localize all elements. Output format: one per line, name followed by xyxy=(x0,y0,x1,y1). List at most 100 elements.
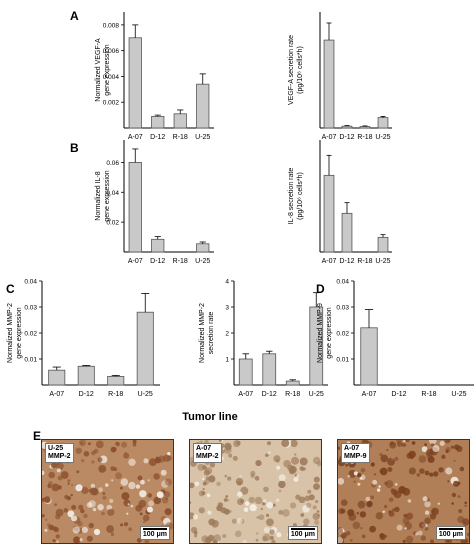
x-tick-label: D-12 xyxy=(262,391,277,398)
scale-bar: 100 μm xyxy=(287,526,318,540)
chart-panel-6: 1 2 3 4 A-07 D-12 R-18 U-25 Normalized MMP-2 secr… xyxy=(199,279,328,398)
y-axis-label: Normalized IL-8 xyxy=(95,171,102,221)
x-axis-title-tumor-line: Tumor line xyxy=(182,411,237,423)
y-axis-label: gene expression xyxy=(104,170,111,221)
bar-a-07 xyxy=(323,39,335,129)
x-tick-label: A-07 xyxy=(128,258,143,265)
y-axis-label: Normalized MMP-2 xyxy=(7,303,14,363)
x-tick-label: R-18 xyxy=(357,134,372,141)
bar-a-07 xyxy=(128,161,142,253)
y-tick-label: 0.04 xyxy=(24,279,37,286)
x-tick-label: D-12 xyxy=(339,134,354,141)
y-axis-label: (pg/10⁶ cells*h) xyxy=(297,172,304,220)
x-tick-label: R-18 xyxy=(285,391,300,398)
micrograph-texture xyxy=(338,440,469,543)
x-tick-label: D-12 xyxy=(150,258,165,265)
micrograph-u25-mmp2: U-25 MMP-2 100 μm xyxy=(41,439,174,544)
scale-bar: 100 μm xyxy=(139,526,170,540)
y-tick-label: 0.01 xyxy=(24,357,37,364)
y-axis-label: IL-8 secretion rate xyxy=(288,168,295,225)
y-axis-label: (pg/10⁶ cells*h) xyxy=(297,46,304,94)
bar-u-25 xyxy=(196,83,210,129)
y-axis-label: gene expression xyxy=(326,307,333,358)
bar-u-25 xyxy=(196,243,210,253)
x-tick-label: A-07 xyxy=(238,391,253,398)
bar-a-07 xyxy=(48,369,66,386)
micrograph-label: A-07 MMP-2 xyxy=(193,443,222,463)
panel-letter-E: E xyxy=(33,429,42,443)
bar-d-12 xyxy=(262,353,277,386)
y-axis-label: gene expression xyxy=(16,307,23,358)
bar-u-25 xyxy=(377,117,389,129)
x-tick-label: A-07 xyxy=(322,258,337,265)
x-tick-label: U-25 xyxy=(375,258,390,265)
bar-d-12 xyxy=(341,212,353,253)
y-tick-label: 0.02 xyxy=(24,331,37,338)
y-tick-label: 0.004 xyxy=(103,74,120,81)
y-tick-label: 0.04 xyxy=(336,279,349,286)
x-tick-label: D-12 xyxy=(79,391,94,398)
x-tick-label: D-12 xyxy=(391,391,406,398)
y-tick-label: 1 xyxy=(225,357,229,364)
bar-d-12 xyxy=(151,238,165,253)
panel-letter: D xyxy=(316,282,325,296)
chart-panel-2: A-07 D-12 R-18 U-25 VEGF-A secretion rate (pg… xyxy=(288,12,392,141)
bar-r-18 xyxy=(359,126,371,129)
bar-a-07 xyxy=(128,37,142,129)
y-tick-label: 0.03 xyxy=(336,305,349,312)
bar-r-18 xyxy=(107,376,125,386)
micrograph-a07-mmp9: A-07 MMP-9 100 μm xyxy=(337,439,470,544)
y-axis-label: gene expression xyxy=(104,44,111,95)
y-tick-label: 3 xyxy=(225,305,229,312)
y-tick-label: 0.01 xyxy=(336,357,349,364)
x-tick-label: U-25 xyxy=(375,134,390,141)
chart-panel-5: 0.01 0.02 0.03 0.04 A-07 D-12 R-18 U-25 Normaliz… xyxy=(6,279,160,398)
x-tick-label: U-25 xyxy=(195,134,210,141)
y-tick-label: 0.006 xyxy=(103,48,120,55)
chart-panel-3: 0.02 0.04 0.06 A-07 D-12 R-18 U-25 Normalized I… xyxy=(70,140,214,265)
x-tick-label: U-25 xyxy=(195,258,210,265)
x-tick-label: R-18 xyxy=(421,391,436,398)
x-tick-label: A-07 xyxy=(362,391,377,398)
bar-r-18 xyxy=(173,113,187,129)
y-tick-label: 0.008 xyxy=(103,22,120,29)
scale-bar: 100 μm xyxy=(435,526,466,540)
y-axis-label: Normalized MMP-2 xyxy=(199,303,206,363)
panel-letter: C xyxy=(6,282,15,296)
micrograph-label: U-25 MMP-2 xyxy=(45,443,74,463)
chart-panel-7: 0.01 0.02 0.03 0.04 A-07 D-12 R-18 U-25 Normaliz… xyxy=(316,279,474,398)
bar-u-25 xyxy=(136,311,154,386)
bar-u-25 xyxy=(377,236,389,253)
x-tick-label: D-12 xyxy=(339,258,354,265)
x-tick-label: D-12 xyxy=(150,134,165,141)
y-tick-label: 0.02 xyxy=(336,331,349,338)
y-tick-label: 0.04 xyxy=(106,190,119,197)
y-axis-label: VEGF-A secretion rate xyxy=(288,35,295,105)
bar-d-12 xyxy=(77,365,95,386)
x-tick-label: U-25 xyxy=(138,391,153,398)
chart-panel-1: 0.002 0.004 0.006 0.008 A-07 D-12 R-18 U-25 Norm… xyxy=(70,9,214,141)
y-tick-label: 2 xyxy=(225,331,229,338)
bar-a-07 xyxy=(360,327,378,386)
micrograph-label: A-07 MMP-9 xyxy=(341,443,370,463)
x-tick-label: R-18 xyxy=(357,258,372,265)
y-tick-label: 4 xyxy=(225,279,229,286)
y-tick-label: 0.06 xyxy=(106,160,119,167)
panel-letter: A xyxy=(70,9,79,23)
bar-a-07 xyxy=(238,358,253,386)
bar-d-12 xyxy=(341,125,353,129)
x-tick-label: A-07 xyxy=(49,391,64,398)
micrograph-a07-mmp2: A-07 MMP-2 100 μm xyxy=(189,439,322,544)
y-axis-label: Normalized MMP-9 xyxy=(317,303,324,363)
panel-letter: B xyxy=(70,141,79,155)
bar-r-18 xyxy=(285,380,300,386)
y-axis-label: Normalized VEGF-A xyxy=(95,38,102,102)
x-tick-label: R-18 xyxy=(173,134,188,141)
x-tick-label: R-18 xyxy=(108,391,123,398)
y-tick-label: 0.03 xyxy=(24,305,37,312)
y-axis-label: secretion rate xyxy=(208,312,215,355)
bar-a-07 xyxy=(323,174,335,253)
bar-d-12 xyxy=(151,116,165,129)
x-tick-label: U-25 xyxy=(309,391,324,398)
